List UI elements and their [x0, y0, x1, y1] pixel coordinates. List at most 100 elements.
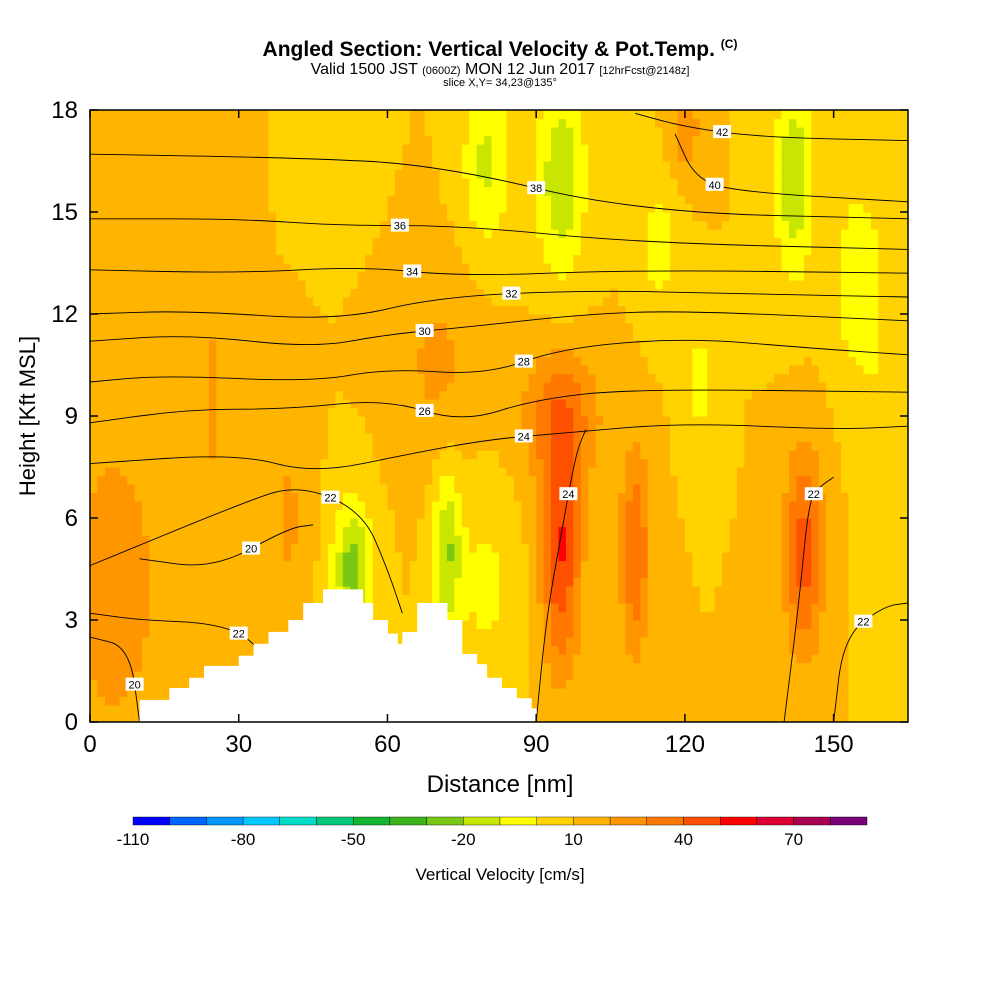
field-cell: [424, 229, 433, 239]
field-cell: [499, 186, 508, 196]
field-cell: [380, 526, 389, 536]
field-cell: [261, 254, 270, 264]
field-cell: [134, 280, 143, 290]
field-cell: [104, 322, 113, 332]
field-cell: [201, 475, 210, 485]
field-cell: [342, 382, 351, 392]
field-cell: [313, 569, 322, 579]
field-cell: [409, 594, 418, 604]
field-cell: [536, 161, 545, 171]
field-cell: [261, 220, 270, 230]
field-cell: [536, 348, 545, 358]
field-cell: [432, 178, 441, 188]
field-cell: [186, 118, 195, 128]
field-cell: [551, 450, 560, 460]
field-cell: [275, 416, 284, 426]
field-cell: [290, 203, 299, 213]
field-cell: [156, 356, 165, 366]
field-cell: [588, 118, 597, 128]
field-cell: [432, 450, 441, 460]
field-cell: [432, 195, 441, 205]
field-cell: [536, 220, 545, 230]
field-cell: [238, 144, 247, 154]
field-cell: [528, 373, 537, 383]
field-cell: [350, 373, 359, 383]
field-cell: [342, 424, 351, 434]
field-cell: [357, 501, 366, 511]
field-cell: [194, 118, 203, 128]
field-cell: [417, 467, 426, 477]
field-cell: [558, 628, 567, 638]
field-cell: [357, 560, 366, 570]
field-cell: [268, 254, 277, 264]
field-cell: [320, 552, 329, 562]
field-cell: [394, 399, 403, 409]
field-cell: [261, 450, 270, 460]
field-cell: [402, 254, 411, 264]
field-cell: [476, 348, 485, 358]
field-cell: [305, 348, 314, 358]
field-cell: [275, 603, 284, 613]
field-cell: [357, 348, 366, 358]
field-cell: [588, 484, 597, 494]
field-cell: [283, 271, 292, 281]
field-cell: [156, 297, 165, 307]
field-cell: [380, 450, 389, 460]
field-cell: [164, 535, 173, 545]
field-cell: [305, 475, 314, 485]
field-cell: [432, 314, 441, 324]
field-cell: [104, 356, 113, 366]
field-cell: [97, 373, 106, 383]
field-cell: [342, 407, 351, 417]
field-cell: [372, 280, 381, 290]
field-cell: [513, 535, 522, 545]
field-cell: [454, 373, 463, 383]
field-cell: [112, 705, 121, 715]
field-cell: [164, 671, 173, 681]
field-cell: [194, 577, 203, 587]
field-cell: [335, 127, 344, 137]
field-cell: [216, 450, 225, 460]
field-cell: [499, 628, 508, 638]
field-cell: [97, 535, 106, 545]
field-cell: [290, 297, 299, 307]
field-cell: [536, 501, 545, 511]
field-cell: [543, 135, 552, 145]
field-cell: [476, 518, 485, 528]
field-cell: [357, 509, 366, 519]
field-cell: [119, 118, 128, 128]
field-cell: [394, 322, 403, 332]
field-cell: [551, 212, 560, 222]
field-cell: [186, 169, 195, 179]
field-cell: [491, 594, 500, 604]
field-cell: [476, 475, 485, 485]
field-cell: [476, 526, 485, 536]
field-cell: [238, 620, 247, 630]
field-cell: [491, 212, 500, 222]
field-cell: [208, 611, 218, 621]
field-cell: [588, 390, 597, 400]
field-cell: [439, 373, 448, 383]
field-cell: [305, 407, 314, 417]
field-cell: [261, 382, 270, 392]
field-cell: [513, 144, 522, 154]
field-cell: [201, 535, 210, 545]
field-cell: [357, 373, 366, 383]
field-cell: [298, 390, 307, 400]
field-cell: [603, 679, 612, 689]
field-cell: [595, 577, 604, 587]
field-cell: [127, 305, 136, 315]
field-cell: [97, 314, 106, 324]
field-cell: [491, 458, 500, 468]
field-cell: [149, 280, 158, 290]
field-cell: [521, 161, 530, 171]
field-cell: [521, 195, 530, 205]
field-cell: [149, 246, 158, 256]
field-cell: [231, 407, 240, 417]
field-cell: [573, 144, 582, 154]
field-cell: [216, 203, 225, 213]
field-cell: [476, 399, 485, 409]
field-cell: [476, 654, 485, 664]
field-cell: [201, 305, 210, 315]
field-cell: [387, 356, 396, 366]
